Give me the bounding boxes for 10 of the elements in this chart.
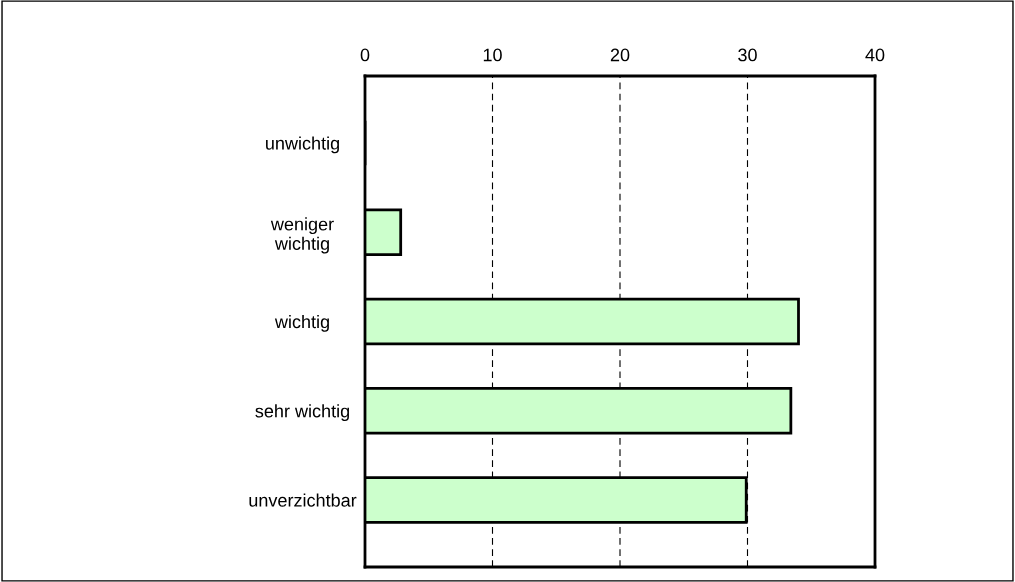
x-tick-label: 0 — [360, 48, 370, 62]
y-tick-label: sehr wichtig — [255, 404, 349, 422]
y-tick-label: wichtig — [274, 314, 329, 332]
x-tick-label: 40 — [865, 48, 885, 62]
y-tick-label: weniger wichtig — [270, 217, 334, 254]
x-tick-label: 10 — [483, 48, 502, 62]
y-tick-label: unverzichtbar — [249, 493, 357, 507]
y-tick-label: unwichtig — [266, 136, 339, 154]
x-tick-label: 20 — [610, 48, 630, 62]
x-tick-label: 30 — [738, 48, 757, 62]
